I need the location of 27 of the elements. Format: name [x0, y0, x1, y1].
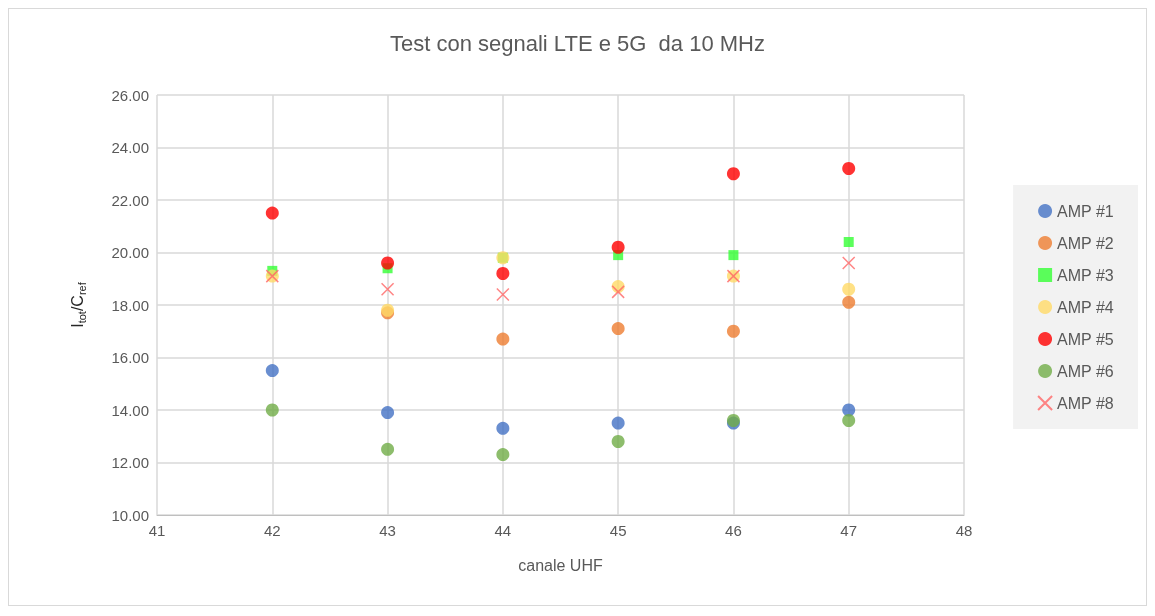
- legend-label: AMP #6: [1057, 362, 1114, 380]
- x-tick-label: 41: [148, 522, 166, 539]
- y-tick-label: 16.00: [111, 349, 149, 366]
- y-tick-label: 14.00: [111, 401, 149, 419]
- x-tick-label: 43: [379, 522, 396, 539]
- x-tick-label: 47: [840, 522, 858, 539]
- y-tick-label: 22.00: [111, 191, 149, 209]
- y-axis-title: Itot/Cref: [69, 281, 88, 328]
- y-tick-label: 20.00: [111, 244, 149, 261]
- y-tick-label: 12.00: [111, 454, 149, 471]
- legend-label: AMP #4: [1057, 298, 1114, 316]
- y-tick-label: 26.00: [111, 86, 149, 104]
- x-tick-label: 46: [725, 522, 742, 539]
- legend-label: AMP #2: [1057, 234, 1114, 252]
- legend-label: AMP #3: [1057, 266, 1114, 284]
- y-tick-label: 18.00: [111, 296, 149, 314]
- chart-title: Test con segnali LTE e 5G da 10 MHz: [390, 30, 765, 56]
- y-tick-label: 10.00: [111, 506, 149, 524]
- x-tick-label: 44: [494, 522, 512, 539]
- x-tick-label: 48: [955, 522, 973, 539]
- legend-label: AMP #8: [1057, 394, 1114, 412]
- y-tick-label: 24.00: [111, 139, 149, 156]
- x-axis-title: canale UHF: [518, 556, 603, 574]
- x-tick-label: 42: [263, 522, 281, 539]
- legend-label: AMP #1: [1057, 202, 1114, 220]
- x-tick-label: 45: [609, 522, 627, 539]
- legend-label: AMP #5: [1057, 330, 1114, 348]
